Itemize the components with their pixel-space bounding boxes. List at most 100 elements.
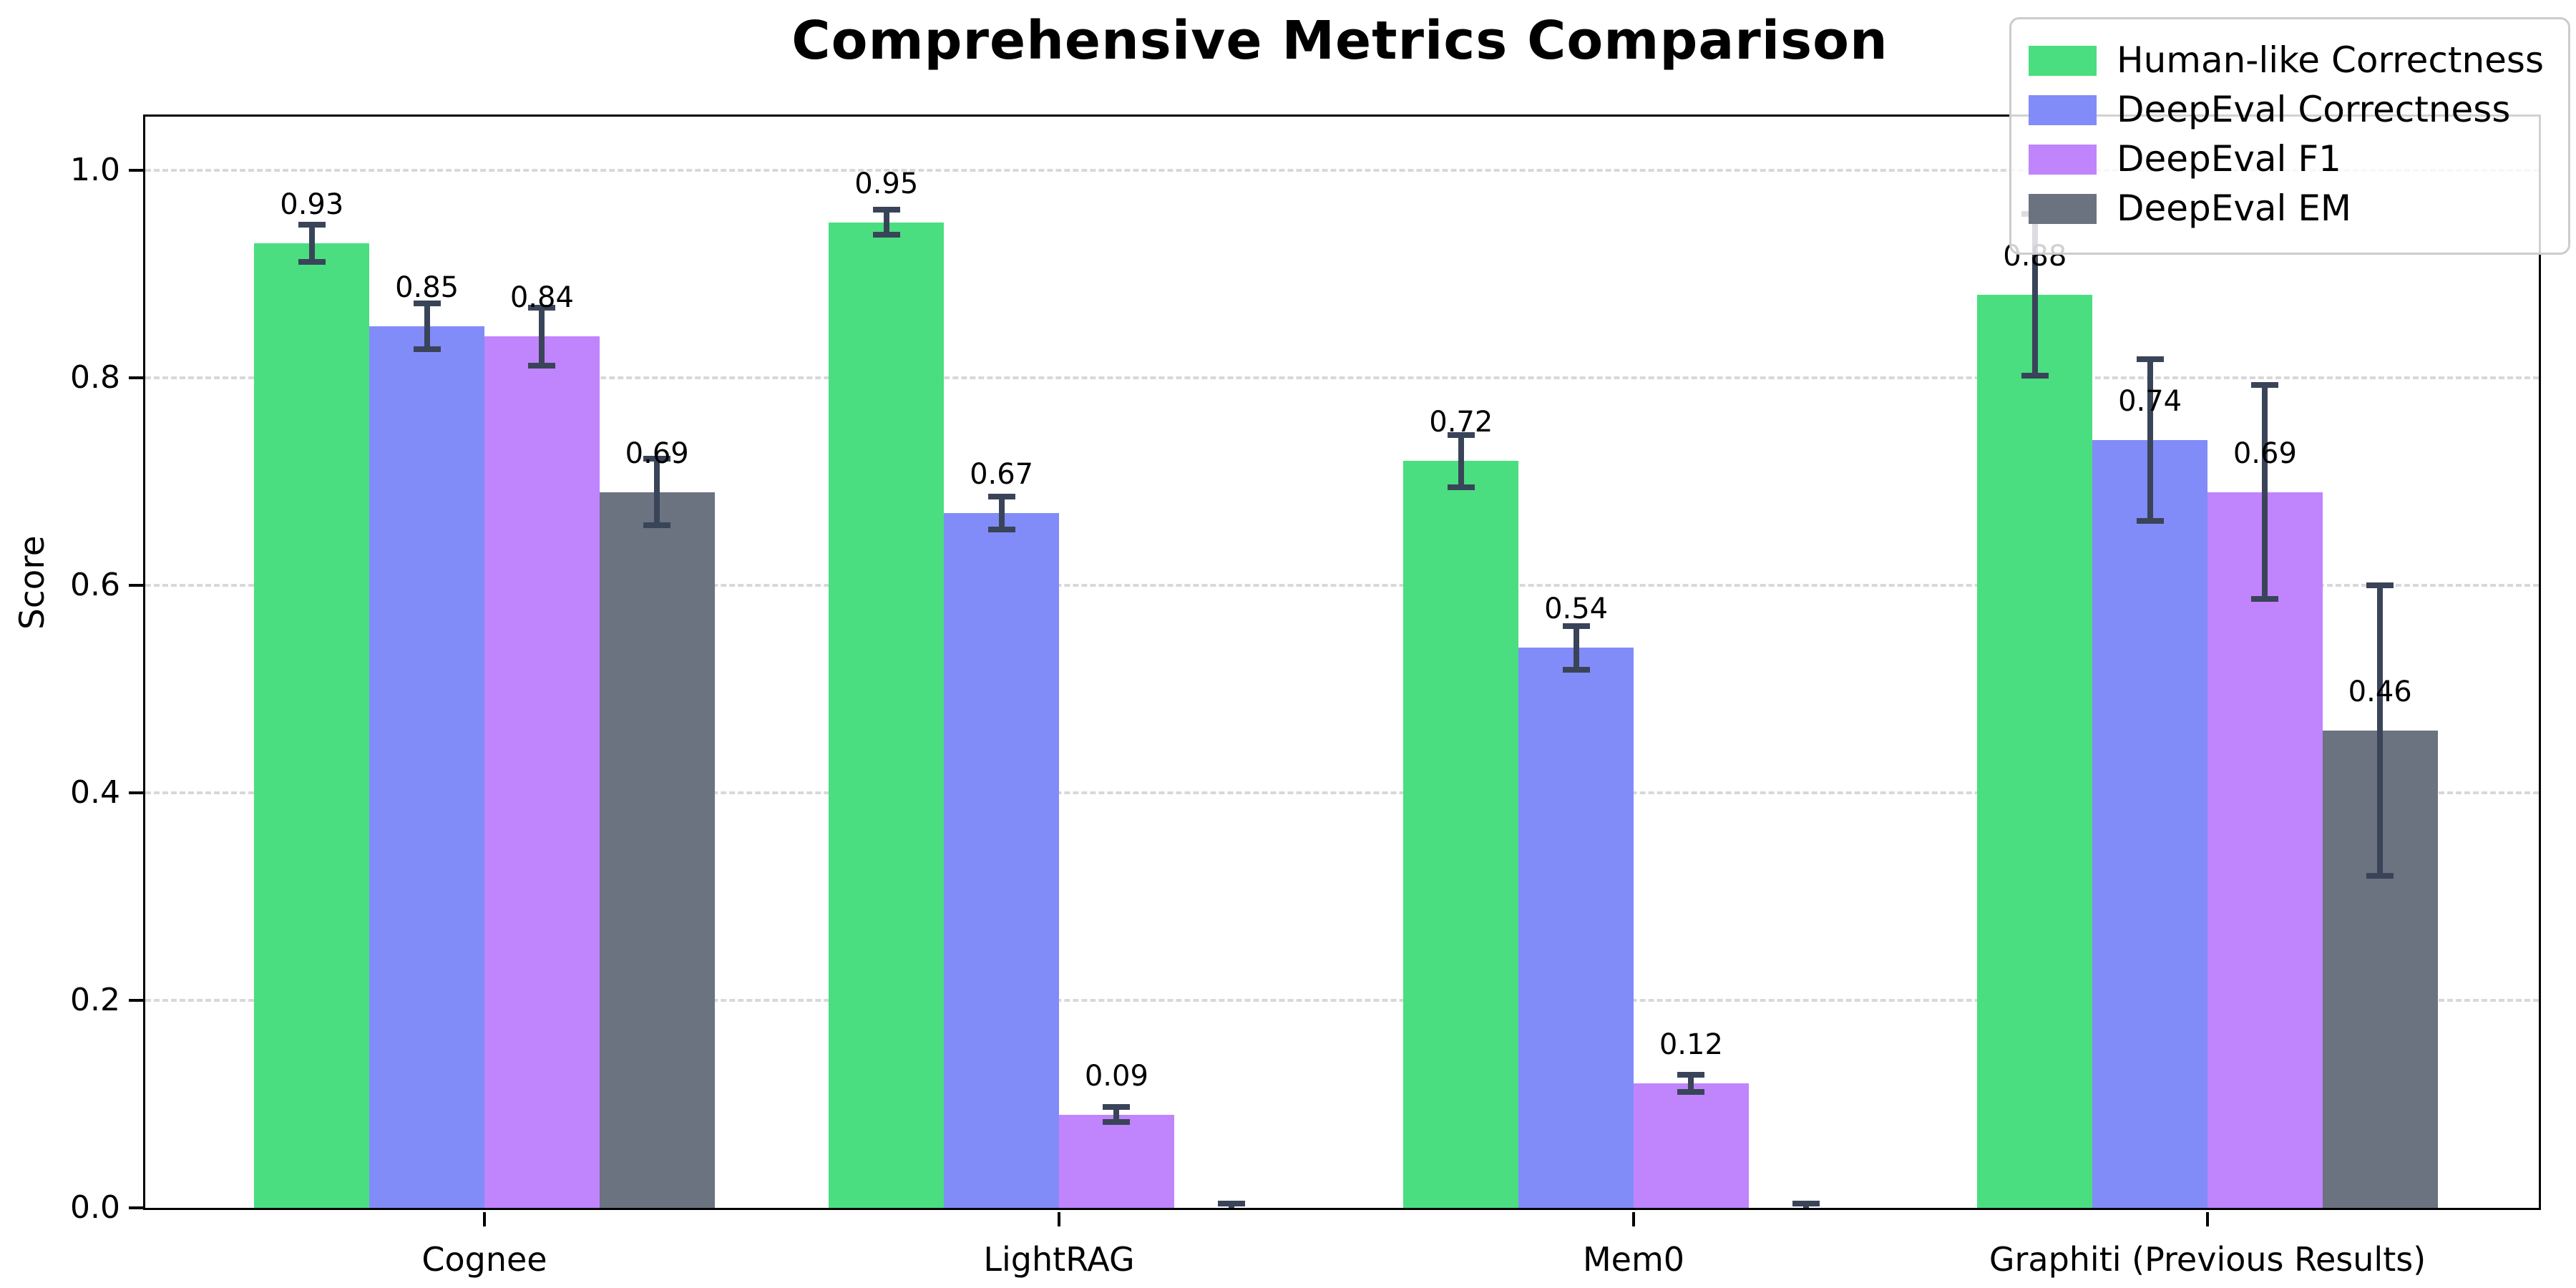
bar: [1634, 1083, 1749, 1208]
error-bar-stem: [308, 224, 315, 262]
error-bar-stem: [654, 459, 660, 526]
plot-area: 0.0 0.2 0.4 0.6 0.8 1.0 Cognee LightRAG Mem0 Grap…: [70, 114, 2541, 1276]
bar: [599, 492, 715, 1208]
gridline: [145, 376, 2539, 380]
y-tick-label: 0.4: [70, 774, 120, 811]
y-tick-label: 0.2: [70, 982, 120, 1019]
error-bar-cap-bottom: [2251, 596, 2279, 602]
gridline: [145, 791, 2539, 795]
error-bar-stem: [1458, 435, 1464, 487]
y-tick-mark: [129, 584, 143, 587]
error-bar-cap-top: [1677, 1072, 1705, 1078]
bar: [484, 336, 600, 1208]
y-tick-label: 0.6: [70, 567, 120, 604]
error-bar-cap-top: [2366, 582, 2394, 589]
y-tick-mark: [129, 376, 143, 380]
legend-item: DeepEval EM: [2028, 187, 2544, 230]
chart-title: Comprehensive Metrics Comparison: [791, 10, 1888, 72]
bar: [1518, 648, 1634, 1208]
x-tick-mark: [483, 1212, 486, 1226]
x-tick-mark: [1058, 1212, 1060, 1226]
error-bar-cap-top: [2136, 356, 2164, 363]
error-bar-cap-bottom: [987, 526, 1015, 532]
error-bar-cap-bottom: [528, 362, 556, 369]
error-bar-cap-top: [298, 221, 326, 228]
bar-value-label: 0.95: [854, 167, 919, 200]
gridline: [145, 584, 2539, 587]
y-tick-mark: [129, 1206, 143, 1209]
bar-value-label: 0.67: [970, 457, 1034, 491]
bar-value-label: 0.72: [1429, 406, 1493, 439]
bar: [1977, 295, 2093, 1208]
bar-value-label: 0.69: [625, 436, 689, 470]
error-bar-stem: [2262, 385, 2268, 600]
x-tick-label: Mem0: [1582, 1240, 1685, 1279]
bar: [1403, 461, 1519, 1208]
error-bar-cap-top: [872, 207, 900, 213]
y-tick-mark: [129, 791, 143, 795]
bar-value-label: 0.84: [509, 281, 574, 315]
bar: [2207, 492, 2323, 1208]
gridline: [145, 999, 2539, 1002]
error-bar-cap-top: [1447, 432, 1475, 439]
legend-label: Human-like Correctness: [2116, 39, 2544, 81]
error-bar-cap-bottom: [1103, 1118, 1131, 1125]
error-bar-stem: [2031, 214, 2038, 376]
error-bar-cap-bottom: [643, 522, 671, 529]
error-bar-stem: [424, 303, 430, 349]
bar: [829, 222, 945, 1208]
error-bar-stem: [539, 307, 545, 366]
error-bar-stem: [1688, 1075, 1694, 1092]
error-bar-cap-bottom: [1562, 666, 1590, 673]
bar-value-label: 0.54: [1544, 592, 1609, 626]
legend-item: DeepEval F1: [2028, 138, 2544, 180]
bar: [254, 243, 370, 1208]
x-tick-label: Cognee: [421, 1240, 547, 1279]
error-bar-cap-top: [643, 456, 671, 462]
y-tick-label: 0.0: [70, 1189, 120, 1226]
error-bar-cap-bottom: [2136, 518, 2164, 525]
gridline: [145, 169, 2539, 172]
bar-value-label: 0.74: [2118, 385, 2182, 419]
error-bar-stem: [1113, 1107, 1120, 1122]
error-bar-stem: [883, 210, 889, 235]
legend-label: DeepEval EM: [2116, 187, 2352, 229]
error-bar-cap-bottom: [2366, 873, 2394, 879]
error-bar-cap-top: [987, 493, 1015, 499]
error-bar-stem: [2377, 585, 2384, 877]
legend-label: DeepEval F1: [2116, 138, 2341, 180]
error-bar-cap-top: [1103, 1104, 1131, 1111]
bar-value-label: 0.09: [1084, 1059, 1148, 1093]
legend-item: DeepEval Correctness: [2028, 89, 2544, 131]
x-tick-mark: [2206, 1212, 2209, 1226]
error-bar-cap-top: [1218, 1201, 1246, 1207]
x-tick-mark: [1632, 1212, 1635, 1226]
error-bar-cap-top: [413, 300, 441, 306]
error-bar-cap-top: [1562, 623, 1590, 629]
bar-value-label: 0.69: [2233, 436, 2297, 470]
legend-item: Human-like Correctness: [2028, 39, 2544, 82]
bar-value-label: 0.93: [280, 187, 344, 221]
error-bar-cap-top: [528, 304, 556, 311]
error-bar-cap-bottom: [1677, 1088, 1705, 1095]
y-tick-label: 0.8: [70, 359, 120, 396]
bar: [369, 326, 484, 1208]
error-bar-cap-bottom: [2021, 373, 2049, 379]
error-bar-stem: [2147, 359, 2153, 522]
error-bar-cap-bottom: [1447, 484, 1475, 490]
x-tick-label: Graphiti (Previous Results): [1989, 1240, 2426, 1279]
error-bar-stem: [998, 496, 1005, 530]
bar: [2092, 440, 2207, 1208]
error-bar-cap-top: [1792, 1201, 1820, 1207]
legend-swatch: [2028, 144, 2097, 175]
legend-swatch: [2028, 45, 2097, 76]
x-tick-label: LightRAG: [983, 1240, 1135, 1279]
y-tick-mark: [129, 999, 143, 1002]
legend: Human-like Correctness DeepEval Correctne…: [2009, 17, 2570, 255]
bar: [944, 512, 1059, 1208]
legend-swatch: [2028, 94, 2097, 125]
y-tick-label: 1.0: [70, 152, 120, 189]
error-bar-cap-bottom: [298, 258, 326, 265]
legend-label: DeepEval Correctness: [2116, 89, 2511, 130]
